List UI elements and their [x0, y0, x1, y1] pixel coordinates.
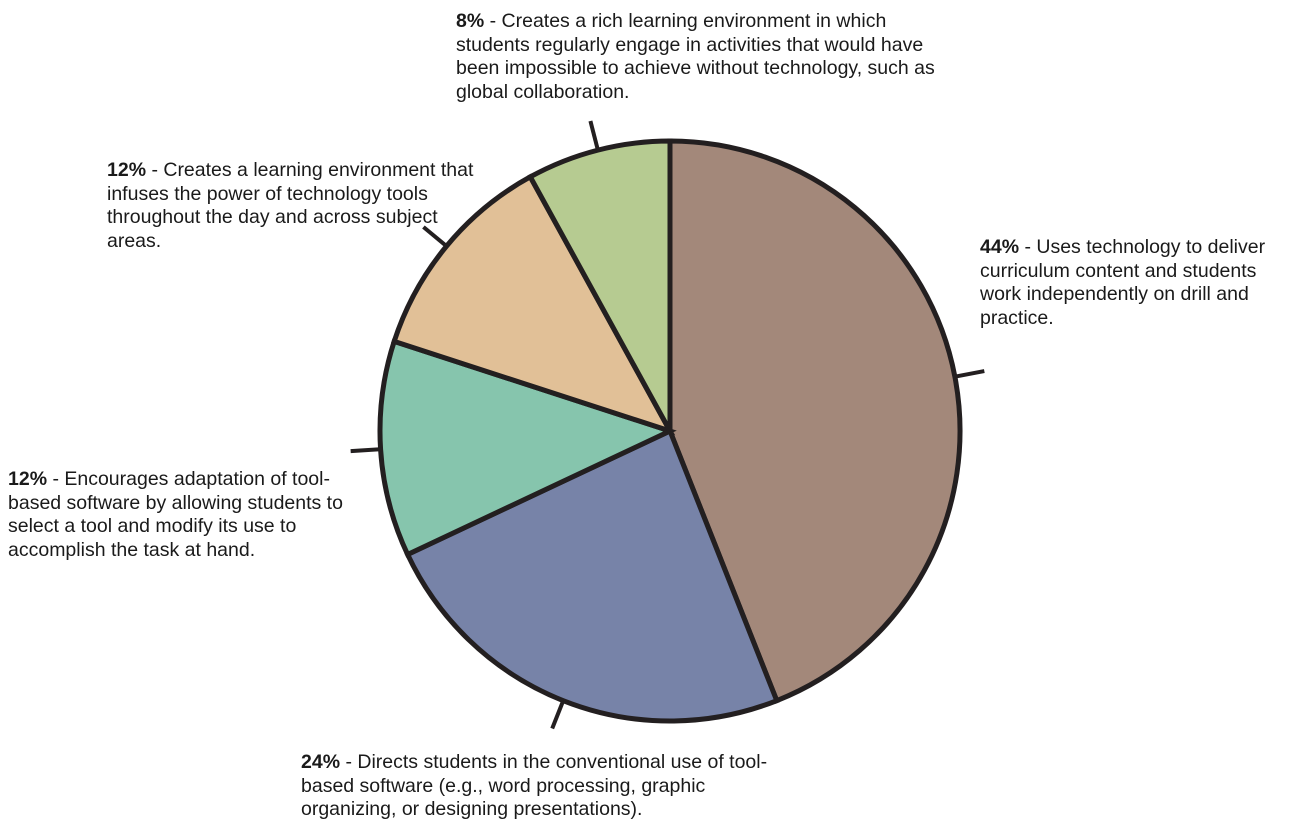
leader-line-8 — [588, 120, 601, 153]
slice-label-24-pct: 24% — [301, 751, 341, 773]
slice-label-8: 8% - Creates a rich learning environment… — [456, 10, 946, 104]
slice-label-8-text: - Creates a rich learning environment in… — [456, 10, 935, 103]
leader-line-12-creates — [422, 225, 450, 249]
slice-label-24: 24% - Directs students in the convention… — [301, 751, 781, 822]
slice-label-24-text: - Directs students in the conventional u… — [301, 751, 768, 820]
slice-label-12-creates: 12% - Creates a learning environment tha… — [107, 159, 483, 253]
slice-label-44-text: - Uses technology to deliver curriculum … — [980, 236, 1266, 329]
slice-label-12-encourages-text: - Encourages adaptation of tool-based so… — [8, 468, 343, 561]
slice-label-8-pct: 8% — [456, 10, 485, 32]
slice-label-12-creates-text: - Creates a learning environment that in… — [107, 159, 474, 252]
slice-label-44-pct: 44% — [980, 236, 1020, 258]
slice-label-12-creates-pct: 12% — [107, 159, 147, 181]
leader-line-12-encourages — [350, 447, 383, 454]
leader-line-24 — [550, 698, 566, 730]
leader-line-44 — [952, 369, 985, 379]
slice-label-12-encourages-pct: 12% — [8, 468, 48, 490]
slice-label-12-encourages: 12% - Encourages adaptation of tool-base… — [8, 468, 380, 562]
slice-label-44: 44% - Uses technology to deliver curricu… — [980, 236, 1280, 330]
